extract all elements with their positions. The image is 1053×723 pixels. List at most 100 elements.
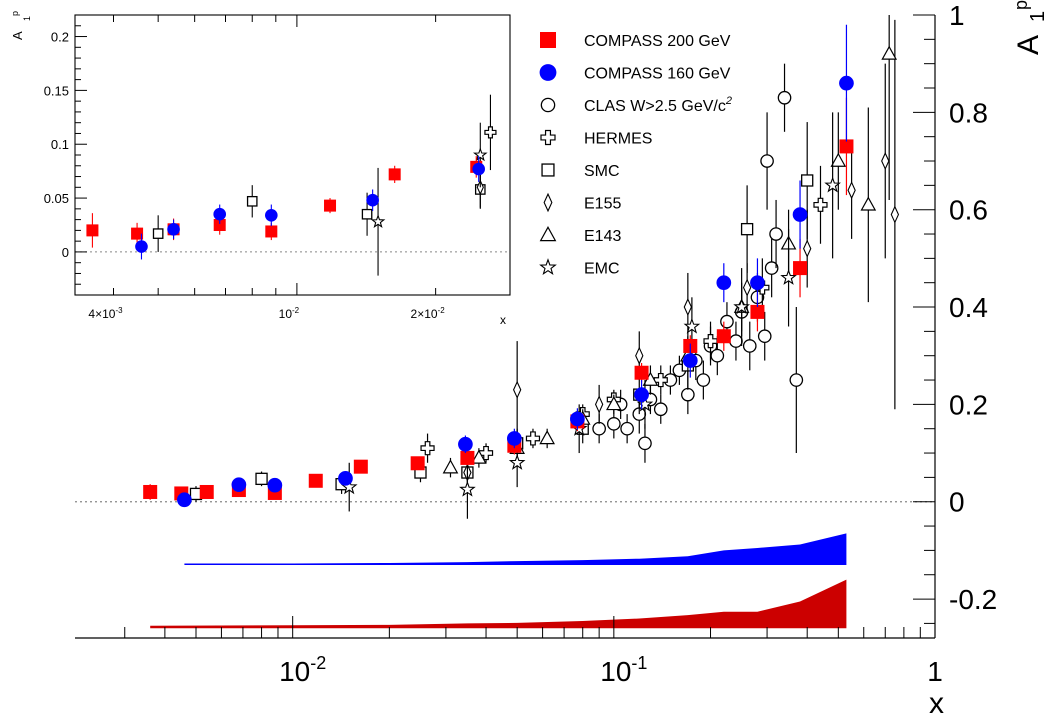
legend-label: COMPASS 200 GeV xyxy=(584,33,731,50)
legend-entry: COMPASS 160 GeV xyxy=(540,64,731,82)
legend-label-text: CLAS W>2.5 GeV/c xyxy=(584,98,726,115)
inset-y-axis-title-sub: 1 xyxy=(22,16,32,21)
data-point xyxy=(570,412,585,427)
data-point xyxy=(721,315,733,327)
data-point xyxy=(750,275,765,290)
inset-y-axis-title: A xyxy=(10,31,25,40)
inset-data-point xyxy=(324,200,336,212)
data-point xyxy=(848,182,855,198)
legend-marker xyxy=(541,260,556,274)
data-point xyxy=(684,299,691,315)
data-point xyxy=(514,382,521,398)
inset-data-point xyxy=(366,194,379,207)
legend-marker xyxy=(541,98,554,111)
data-point xyxy=(761,155,773,167)
legend-marker xyxy=(540,64,557,81)
x-tick-label-base: 1 xyxy=(927,656,943,687)
legend-entry: E143 xyxy=(541,227,622,245)
inset-data-point xyxy=(213,208,226,221)
inset-data-point xyxy=(86,224,98,236)
inset-x-tick-label: 2×10-2 xyxy=(411,306,446,321)
legend-label: HERMES xyxy=(584,131,652,148)
data-point xyxy=(309,474,323,488)
data-point xyxy=(730,335,742,347)
data-point xyxy=(793,261,807,275)
data-point xyxy=(683,353,698,368)
data-point xyxy=(540,431,554,443)
x-tick-label-exponent: -1 xyxy=(631,653,647,673)
data-point xyxy=(717,329,731,343)
data-point xyxy=(839,76,854,91)
data-point xyxy=(621,423,633,435)
inset-x-tick-label-exponent: -3 xyxy=(115,306,123,315)
data-point xyxy=(882,153,889,169)
data-point xyxy=(759,330,771,342)
data-point xyxy=(697,374,709,386)
data-point xyxy=(177,492,192,507)
data-point xyxy=(639,437,651,449)
series-e155 xyxy=(464,20,899,482)
legend-label: SMC xyxy=(584,163,620,180)
data-point xyxy=(596,397,603,413)
legend-label-text: HERMES xyxy=(584,131,652,148)
systematic-band-compass-160 xyxy=(184,533,846,565)
x-tick-label-base: 10 xyxy=(279,656,310,687)
x-tick-label: 1 xyxy=(927,656,943,687)
data-point xyxy=(891,207,898,223)
data-point xyxy=(882,47,896,59)
data-point xyxy=(256,473,267,484)
data-point xyxy=(744,280,751,296)
legend-label-text: E155 xyxy=(584,196,621,213)
legend-label-text: E143 xyxy=(584,228,621,245)
data-point xyxy=(742,224,753,235)
inset-data-point xyxy=(153,229,162,238)
data-point xyxy=(634,387,649,402)
inset-data-point xyxy=(265,209,278,222)
y-axis-title-sup: p xyxy=(1011,0,1031,10)
data-point xyxy=(636,348,643,364)
legend-marker xyxy=(544,194,552,211)
data-point xyxy=(143,485,157,499)
y-tick-label: 0 xyxy=(949,487,965,518)
inset-x-axis-title: x xyxy=(500,313,506,327)
legend-entry: HERMES xyxy=(541,131,652,148)
legend-label: COMPASS 160 GeV xyxy=(584,66,731,83)
inset-y-tick-label: 0.05 xyxy=(44,191,69,206)
data-point xyxy=(682,388,694,400)
data-point xyxy=(444,460,458,472)
inset-data-point xyxy=(362,210,371,219)
inset-data-point xyxy=(135,240,148,253)
data-point xyxy=(421,442,434,455)
legend-label-text: COMPASS 200 GeV xyxy=(584,33,731,50)
series-clas-w-2-5-gev-c2 xyxy=(593,64,803,463)
inset-data-point xyxy=(265,225,277,237)
inset-x-tick-label-mantissa: 2×10 xyxy=(411,307,438,321)
data-point xyxy=(802,175,813,186)
data-point xyxy=(711,350,723,362)
inset-x-tick-label-mantissa: 10 xyxy=(279,307,293,321)
legend: COMPASS 200 GeV COMPASS 160 GeV CLAS W>2.5… xyxy=(540,32,732,278)
inset-y-tick-label: 0.15 xyxy=(44,83,69,98)
data-point xyxy=(814,198,827,211)
y-axis-title-sub: 1 xyxy=(1027,11,1049,22)
x-tick-label-exponent: -2 xyxy=(310,653,326,673)
inset-data-point xyxy=(167,223,180,236)
inset-data-point xyxy=(472,163,485,176)
y-tick-label: 0.8 xyxy=(949,97,988,128)
inset-x-tick-label: 4×10-3 xyxy=(88,306,123,321)
inset-y-axis-title-sup: p xyxy=(10,11,20,16)
legend-label: E155 xyxy=(584,196,621,213)
data-point xyxy=(411,456,425,470)
data-point xyxy=(716,275,731,290)
x-tick-label: 10-2 xyxy=(279,653,326,687)
inset-data-point xyxy=(248,197,257,206)
x-axis-title: x xyxy=(929,687,944,718)
y-tick-label: -0.2 xyxy=(949,584,997,615)
data-point xyxy=(804,241,811,257)
data-point xyxy=(778,92,790,104)
data-point xyxy=(744,340,756,352)
legend-entry: E155 xyxy=(544,194,621,212)
data-point xyxy=(354,460,368,474)
data-point xyxy=(635,366,649,380)
